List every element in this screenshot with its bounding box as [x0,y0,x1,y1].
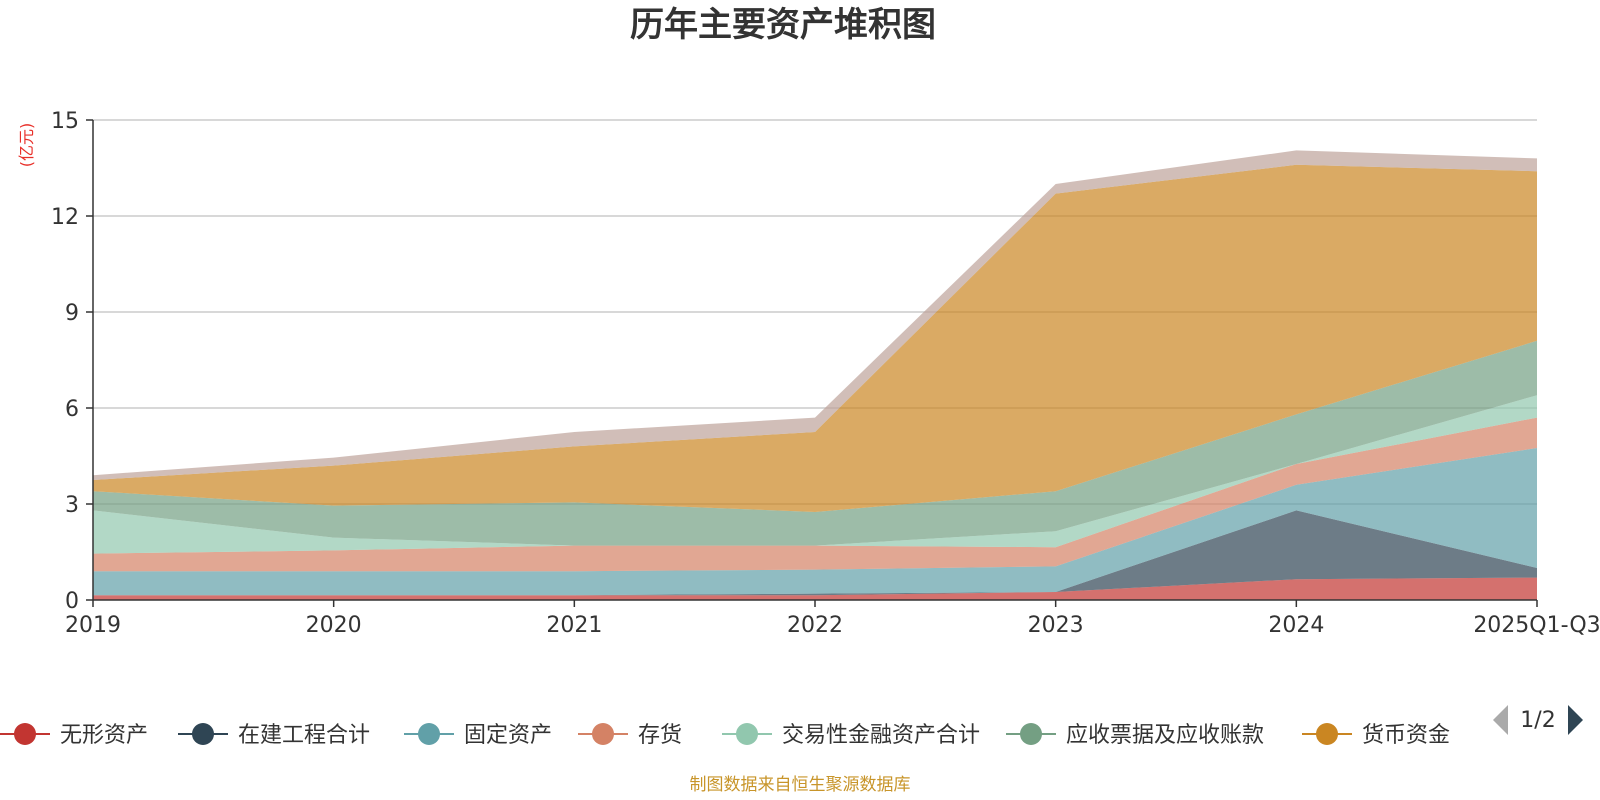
legend-marker-icon [736,723,758,745]
chart-title: 历年主要资产堆积图 [630,5,936,45]
x-tick-label: 2023 [1028,613,1084,638]
area-series-存货 [93,417,1537,572]
series-areas [93,150,1537,600]
y-tick-label: 12 [51,205,79,230]
legend-label: 无形资产 [60,723,148,748]
legend-item-固定资产[interactable]: 固定资产 [404,723,552,748]
x-tick-label: 2025Q1-Q3 [1473,613,1600,638]
x-tick-label: 2024 [1268,613,1324,638]
x-tick-label: 2022 [787,613,843,638]
area-series-固定资产 [93,448,1537,596]
y-tick-label: 3 [65,493,79,518]
legend-item-存货[interactable]: 存货 [578,723,682,748]
legend-label: 固定资产 [464,723,552,748]
legend: 无形资产 在建工程合计 固定资产 存货 交易性金融资产合计 应收票据及应收账款 货币资金 [0,723,1450,748]
area-series-在建工程合计 [93,510,1537,596]
legend-next-page-button[interactable] [1568,705,1583,735]
legend-label: 在建工程合计 [238,723,370,748]
legend-prev-page-button[interactable] [1493,705,1508,735]
legend-marker-icon [1316,723,1338,745]
legend-label: 应收票据及应收账款 [1066,723,1264,748]
x-tick-label: 2019 [65,613,121,638]
area-series-货币资金 [93,164,1537,513]
y-axis-unit-label: (亿元) [17,123,36,168]
data-source-note: 制图数据来自恒生聚源数据库 [690,775,911,795]
legend-pager: 1/2 [1493,705,1583,735]
legend-label: 货币资金 [1362,723,1450,748]
legend-item-货币资金[interactable]: 货币资金 [1302,723,1450,748]
y-tick-label: 6 [65,397,79,422]
area-series-交易性金融资产合计 [93,395,1537,554]
legend-label: 存货 [638,723,682,748]
y-tick-label: 15 [51,109,79,134]
x-tick-label: 2021 [546,613,602,638]
legend-item-在建工程合计[interactable]: 在建工程合计 [178,723,370,748]
legend-marker-icon [418,723,440,745]
legend-item-无形资产[interactable]: 无形资产 [0,723,148,748]
area-series-应收票据及应收账款 [93,340,1537,546]
legend-marker-icon [1020,723,1042,745]
legend-marker-icon [14,723,36,745]
legend-label: 交易性金融资产合计 [782,723,980,748]
y-tick-label: 0 [65,589,79,614]
legend-marker-icon [192,723,214,745]
x-tick-label: 2020 [306,613,362,638]
legend-marker-icon [592,723,614,745]
legend-item-交易性金融资产合计[interactable]: 交易性金融资产合计 [722,723,980,748]
axes: 2019 2020 2021 2022 2023 2024 2025Q1-Q3 [65,120,1600,638]
legend-item-应收票据及应收账款[interactable]: 应收票据及应收账款 [1006,723,1264,748]
legend-page-indicator: 1/2 [1520,708,1555,733]
area-series-无形资产 [93,577,1537,600]
y-tick-label: 9 [65,301,79,326]
